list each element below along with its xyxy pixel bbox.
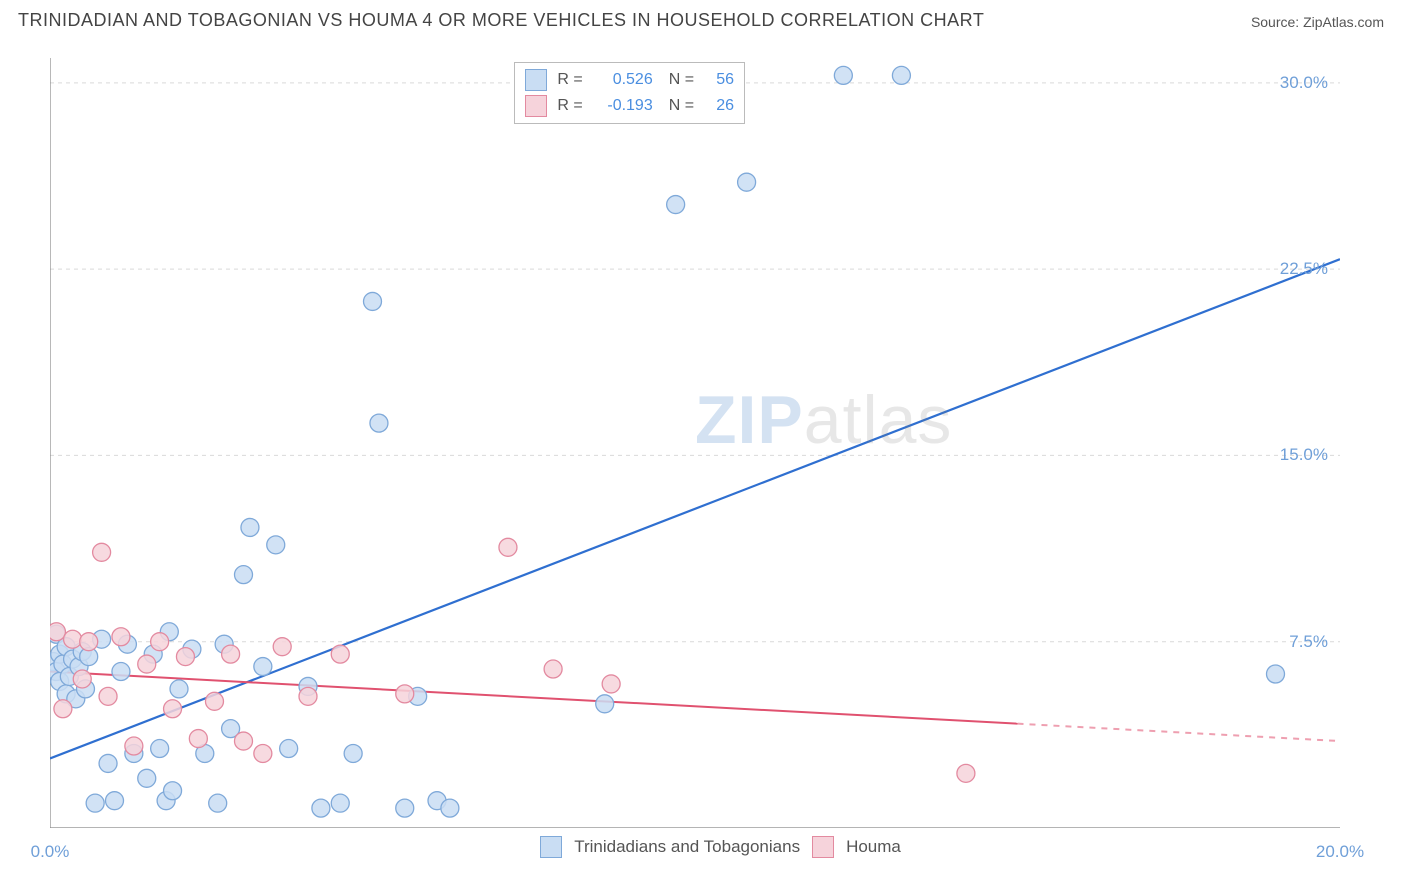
legend-row-houma: R = -0.193 N = 26	[525, 93, 734, 119]
source-attribution: Source: ZipAtlas.com	[1251, 14, 1384, 30]
series-label-trinidadian: Trinidadians and Tobagonians	[574, 837, 800, 857]
n-label: N =	[669, 97, 694, 115]
r-label: R =	[557, 71, 582, 89]
n-label: N =	[669, 71, 694, 89]
r-label: R =	[557, 97, 582, 115]
plot-area: ZIPatlas R =0.526N =56R =-0.193N =26 Tri…	[50, 58, 1340, 828]
x-tick-label: 20.0%	[1316, 842, 1364, 862]
n-value-houma: 26	[704, 97, 734, 115]
series-label-houma: Houma	[846, 837, 901, 857]
r-value-trinidadian: 0.526	[593, 71, 653, 89]
chart-title: TRINIDADIAN AND TOBAGONIAN VS HOUMA 4 OR…	[18, 10, 984, 31]
x-tick-label: 0.0%	[31, 842, 70, 862]
y-tick-label: 22.5%	[1280, 259, 1328, 279]
series-swatch-trinidadian	[540, 836, 562, 858]
correlation-legend: R = 0.526 N = 56 R = -0.193 N = 26	[514, 62, 745, 124]
scatter-plot-svg	[50, 58, 1340, 828]
y-tick-label: 15.0%	[1280, 445, 1328, 465]
series-swatch-houma	[812, 836, 834, 858]
legend-row-trinidadian: R = 0.526 N = 56	[525, 67, 734, 93]
r-value-houma: -0.193	[593, 97, 653, 115]
n-value-trinidadian: 56	[704, 71, 734, 89]
y-tick-label: 7.5%	[1289, 632, 1328, 652]
y-tick-label: 30.0%	[1280, 73, 1328, 93]
legend-swatch-trinidadian	[525, 69, 547, 91]
legend-swatch-houma	[525, 95, 547, 117]
series-legend: Trinidadians and Tobagonians Houma	[540, 836, 901, 858]
